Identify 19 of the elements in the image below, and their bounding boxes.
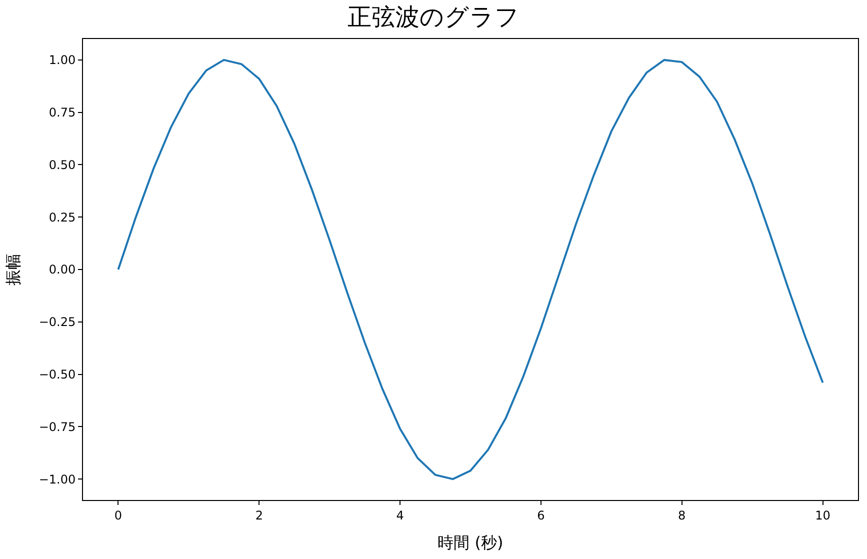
x-tick-label: 6 bbox=[537, 508, 545, 522]
y-axis-title: 振幅 bbox=[4, 254, 23, 286]
y-tick-label: −0.75 bbox=[38, 420, 76, 434]
x-tick-label: 2 bbox=[255, 508, 263, 522]
x-tick-label: 0 bbox=[114, 508, 122, 522]
x-tick-label: 4 bbox=[396, 508, 404, 522]
y-tick-label: −0.25 bbox=[38, 315, 76, 330]
x-tick-label: 10 bbox=[815, 508, 830, 522]
y-tick-label: 0.00 bbox=[48, 262, 76, 277]
x-tick-label: 8 bbox=[678, 508, 686, 522]
y-tick-label: −0.50 bbox=[38, 367, 76, 382]
chart-title: 正弦波のグラフ bbox=[348, 3, 520, 32]
y-tick-label: 0.50 bbox=[48, 158, 76, 172]
x-axis-title: 時間 (秒) bbox=[438, 533, 504, 552]
y-tick-label: 1.00 bbox=[48, 53, 76, 68]
line-series bbox=[117, 58, 824, 480]
y-tick-label: −1.00 bbox=[38, 472, 76, 486]
y-tick-label: 0.75 bbox=[48, 106, 76, 120]
y-tick-label: 0.25 bbox=[48, 210, 76, 224]
